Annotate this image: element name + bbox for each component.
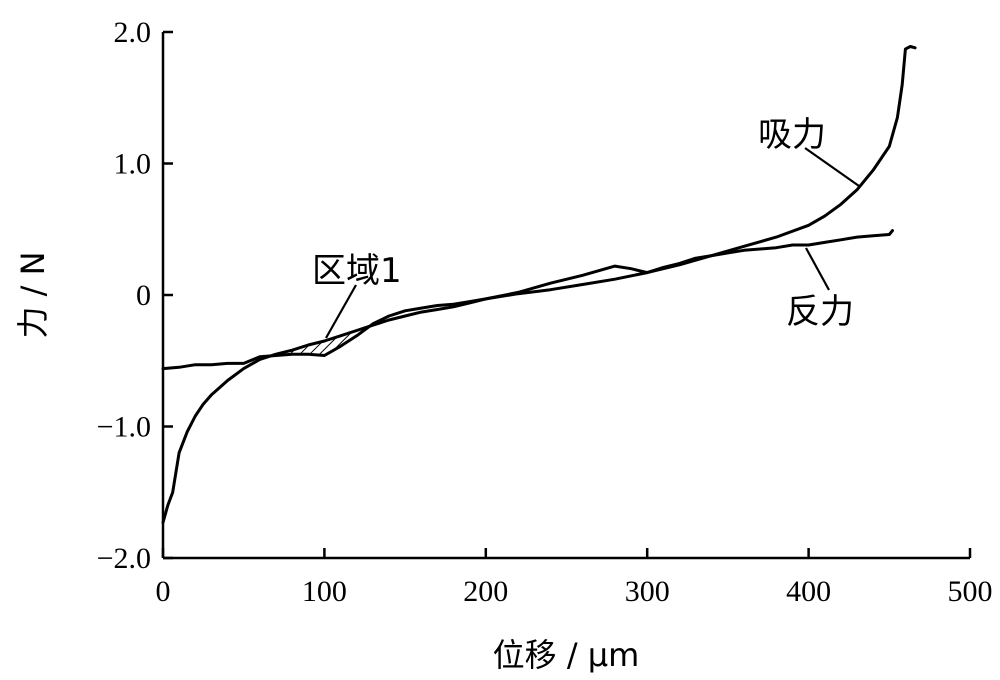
x-tick-label: 0: [156, 575, 171, 608]
y-axis-label: 力 / N: [14, 251, 52, 338]
x-tick-label: 200: [463, 575, 508, 608]
annotation-reaction: 反力: [786, 292, 854, 332]
y-tick-label: 2.0: [114, 16, 152, 49]
region-1-hatch: [267, 318, 385, 357]
x-ticks: 0 100 200 300 400 500: [156, 548, 993, 608]
series-line-0: [161, 45, 917, 524]
x-tick-label: 300: [625, 575, 670, 608]
y-tick-label: −1.0: [97, 411, 151, 444]
leader-reaction: [805, 247, 830, 291]
x-tick-label: 500: [948, 575, 993, 608]
x-tick-label: 400: [786, 575, 831, 608]
y-tick-label: −2.0: [97, 542, 151, 575]
y-tick-label: 0: [136, 279, 151, 312]
y-tick-label: 1.0: [114, 148, 152, 181]
x-axis-label: 位移 / μm: [493, 636, 640, 674]
series-line-1: [161, 229, 894, 371]
y-ticks: −2.0 −1.0 0 1.0 2.0: [97, 16, 173, 575]
annotation-suction: 吸力: [758, 115, 826, 155]
x-tick-label: 100: [302, 575, 347, 608]
annotation-region-1: 区域1: [312, 251, 402, 291]
series-group: [161, 45, 917, 524]
leader-region-1: [325, 284, 357, 339]
leader-suction: [804, 147, 860, 187]
